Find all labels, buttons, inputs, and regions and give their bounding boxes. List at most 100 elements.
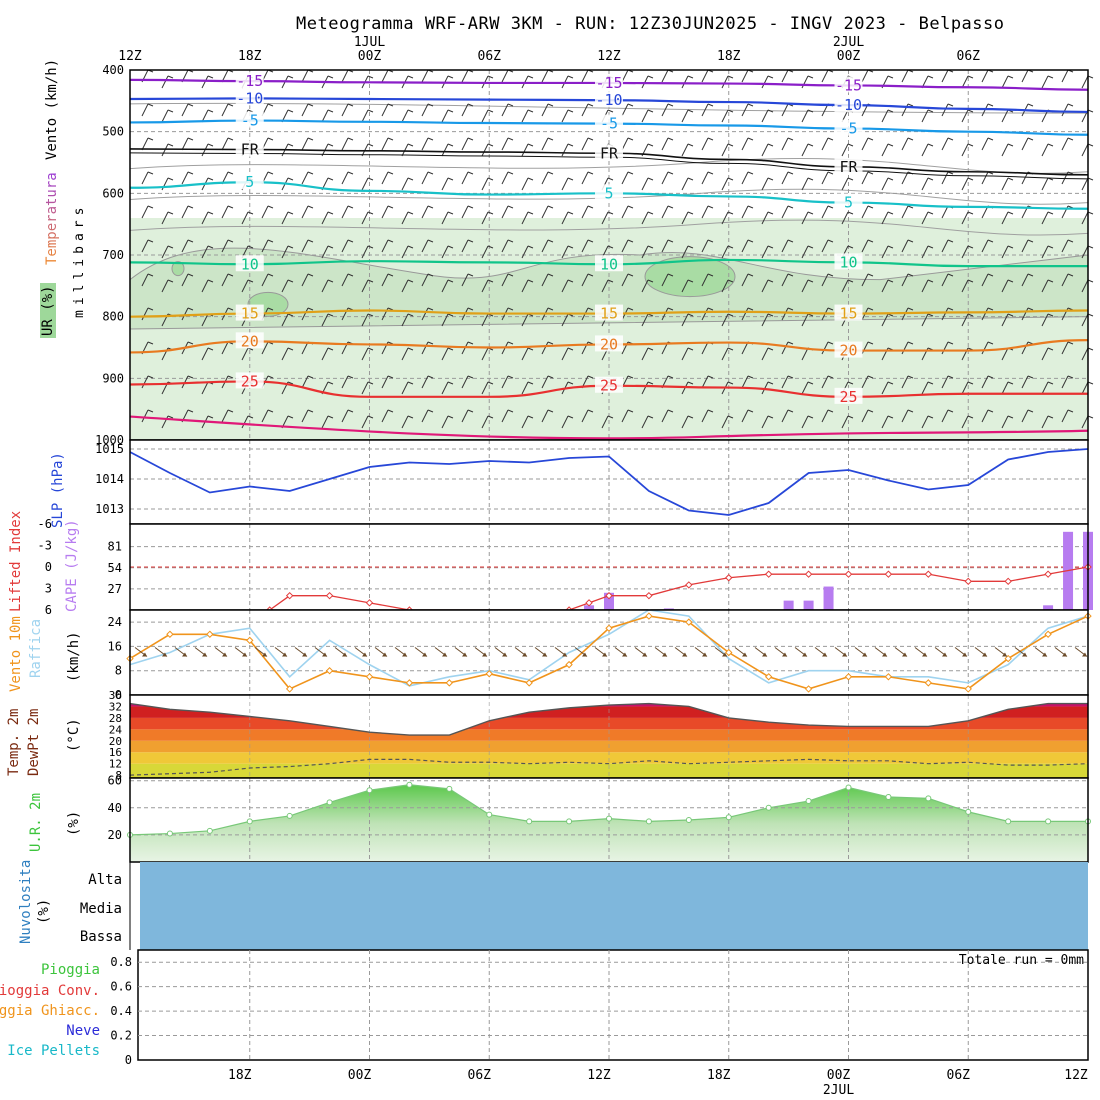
wind-barb bbox=[701, 239, 709, 253]
wind-barb bbox=[161, 245, 169, 259]
wind-barb bbox=[421, 307, 429, 321]
temp-ytick-label: 20 bbox=[109, 735, 122, 748]
wind-direction-arrowhead bbox=[162, 652, 167, 657]
bottom-time-tick-label: 12Z bbox=[587, 1068, 611, 1083]
wind-barb bbox=[501, 205, 509, 219]
wind-barb bbox=[1081, 415, 1089, 429]
wind-barb bbox=[427, 307, 434, 311]
wind-barb bbox=[887, 177, 894, 181]
wind-barb bbox=[207, 177, 214, 181]
wind-barb bbox=[861, 341, 869, 355]
wind-direction-arrowhead bbox=[982, 652, 987, 657]
wind-barb bbox=[801, 313, 809, 327]
wind-direction-arrowhead bbox=[962, 652, 967, 657]
wind-barb bbox=[987, 239, 994, 243]
wind-barb bbox=[421, 409, 429, 423]
wind-barb bbox=[927, 211, 934, 215]
wind-barb bbox=[1041, 75, 1049, 89]
wind-barb bbox=[441, 381, 449, 395]
isotherm-label-bg bbox=[834, 76, 863, 93]
wind-barb bbox=[547, 375, 554, 379]
wind-barb bbox=[487, 143, 494, 147]
wind-barb bbox=[267, 409, 274, 413]
wind-barb bbox=[527, 415, 534, 419]
wind-barb bbox=[441, 109, 449, 123]
wind-barb bbox=[747, 103, 754, 107]
wind-barb bbox=[1001, 279, 1009, 293]
wind-barb bbox=[227, 273, 234, 277]
wind-barb bbox=[227, 171, 234, 175]
wind-barb bbox=[967, 381, 974, 385]
wind-barb bbox=[441, 415, 449, 429]
wind-barb bbox=[941, 375, 949, 389]
rh2m-point bbox=[965, 808, 972, 815]
isotherm-label-bg bbox=[834, 193, 863, 210]
wind-barb bbox=[847, 279, 854, 283]
wind-barb bbox=[627, 205, 634, 209]
wind-barb bbox=[827, 205, 834, 209]
wind-barb bbox=[1001, 143, 1009, 157]
wind-barb bbox=[807, 75, 814, 79]
wind-barb bbox=[827, 273, 834, 277]
wind-barb bbox=[347, 409, 354, 413]
isotherm-label-bg bbox=[834, 387, 863, 404]
wind-barb bbox=[581, 103, 589, 117]
wind-barb bbox=[927, 245, 934, 249]
cape-ytick-label: 54 bbox=[108, 561, 122, 575]
wind-barb bbox=[627, 171, 634, 175]
wind-barb bbox=[1081, 143, 1089, 157]
wind-barb bbox=[507, 341, 514, 345]
isotherm-label-bg bbox=[235, 255, 264, 272]
wind-barb bbox=[881, 109, 889, 123]
wind-barb bbox=[861, 171, 869, 185]
bottom-time-tick-label: 06Z bbox=[468, 1068, 492, 1083]
wind-barb bbox=[401, 279, 409, 293]
wind-ytick-label: 24 bbox=[108, 615, 122, 629]
wind-barb bbox=[967, 177, 974, 181]
wind-barb bbox=[1061, 103, 1069, 117]
wind-barb bbox=[141, 375, 149, 389]
li-point bbox=[1004, 577, 1012, 586]
wind-direction-arrowhead bbox=[782, 652, 787, 657]
wind-barb bbox=[801, 347, 809, 361]
wind-barb bbox=[521, 313, 529, 327]
wind-barb bbox=[421, 273, 429, 287]
wind-barb bbox=[547, 239, 554, 243]
wind-barb bbox=[747, 171, 754, 175]
wind-barb bbox=[587, 273, 594, 277]
wind-barb bbox=[287, 347, 294, 351]
precip-ytick-label: 0.2 bbox=[110, 1029, 132, 1043]
wind-barb bbox=[307, 273, 314, 277]
rh2m-point bbox=[206, 827, 213, 834]
wind-barb bbox=[267, 239, 274, 243]
wind10-point bbox=[725, 648, 733, 657]
wind-barb bbox=[567, 211, 574, 215]
wind-barb bbox=[661, 239, 669, 253]
isotherm-label: -15 bbox=[236, 72, 263, 90]
wind-barb bbox=[941, 307, 949, 321]
wind-barb bbox=[561, 245, 569, 259]
wind-barb bbox=[647, 347, 654, 351]
wind-barb bbox=[1047, 415, 1054, 419]
wind-barb bbox=[421, 137, 429, 151]
wind-barb bbox=[901, 69, 909, 83]
wind-barb bbox=[981, 69, 989, 83]
wind-barb bbox=[741, 103, 749, 117]
wind-barb bbox=[447, 177, 454, 181]
wind-barb bbox=[267, 273, 274, 277]
wind-barb bbox=[567, 245, 574, 249]
wind-barb bbox=[461, 69, 469, 83]
wind-barb bbox=[947, 137, 954, 141]
cape-bar bbox=[803, 600, 814, 610]
li-ytick-label: -6 bbox=[38, 517, 52, 531]
isotherm-label-bg bbox=[834, 119, 863, 136]
wind-barb bbox=[427, 375, 434, 379]
wind-barb bbox=[701, 103, 709, 117]
wind-barb bbox=[761, 75, 769, 89]
wind-barb bbox=[987, 341, 994, 345]
wind-barb bbox=[641, 381, 649, 395]
wind-barb bbox=[301, 375, 309, 389]
wind-barb bbox=[261, 409, 269, 423]
wind-barb bbox=[687, 245, 694, 249]
wind-barb bbox=[841, 177, 849, 191]
